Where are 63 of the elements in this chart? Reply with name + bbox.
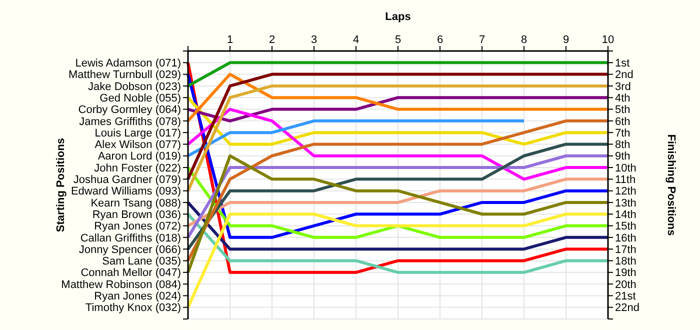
y2-tick-label: 17th xyxy=(615,244,636,256)
x-tick-label: 10 xyxy=(602,34,614,46)
x-tick-label: 1 xyxy=(226,34,234,46)
line-series xyxy=(186,142,610,251)
y2-tick-label: 12th xyxy=(615,186,636,198)
x-tick-label: 2 xyxy=(268,34,276,46)
category-label: Aaron Lord (019) xyxy=(98,150,181,163)
y2-tick-label: 19th xyxy=(615,267,636,280)
y2-tick-label: 1st xyxy=(615,58,630,70)
category-label: Corby Gormley (064) xyxy=(78,104,181,116)
category-label: Kearn Tsang (088) xyxy=(90,197,181,210)
y2-tick-label: 5th xyxy=(615,104,630,116)
y2-tick-label: 18th xyxy=(615,256,636,268)
line-series xyxy=(186,108,610,181)
y2-tick-label: 3rd xyxy=(615,80,631,93)
line-series xyxy=(186,72,610,122)
x-tick-label: 9 xyxy=(562,34,570,46)
x-tick-label: 7 xyxy=(478,34,486,46)
category-label: James Griffiths (078) xyxy=(79,116,181,128)
category-label: Sam Lane (035) xyxy=(102,256,181,268)
y2-tick-label: 21st xyxy=(615,290,636,303)
x-tick-label: 4 xyxy=(352,34,360,46)
y2-tick-label: 9th xyxy=(615,150,630,163)
category-label: Ryan Brown (036) xyxy=(92,208,181,221)
category-label: Timothy Knox (032) xyxy=(85,302,181,314)
category-label: Louis Large (017) xyxy=(94,127,181,140)
category-label: Connah Mellor (047) xyxy=(80,267,181,280)
y2-tick-label: 4th xyxy=(615,92,630,104)
category-label: Jonny Spencer (066) xyxy=(78,244,181,256)
y2-tick-label: 2nd xyxy=(615,69,634,82)
category-label: Ged Noble (055) xyxy=(100,92,181,104)
text: Starting Positions xyxy=(55,138,67,232)
y2-tick-label: 15th xyxy=(615,220,636,233)
category-label: Joshua Gardner (079) xyxy=(73,174,181,186)
y2-tick-label: 10th xyxy=(615,162,636,174)
x-tick-label: 8 xyxy=(520,34,528,46)
category-label: Ryan Jones (072) xyxy=(94,220,181,233)
y2-tick-label: 6th xyxy=(615,116,630,128)
y2-tick-label: 11th xyxy=(615,174,636,186)
x-axis-title: Laps xyxy=(385,11,411,23)
line-series xyxy=(186,119,610,262)
line-series xyxy=(186,154,610,274)
y2-tick-label: 7th xyxy=(615,127,630,140)
x-tick-label: 3 xyxy=(310,34,318,46)
category-label: John Foster (022) xyxy=(94,162,181,174)
y2-tick-label: 13th xyxy=(615,197,636,210)
y2-tick-label: 16th xyxy=(615,232,636,244)
category-label: Matthew Turnbull (029) xyxy=(68,69,181,82)
category-label: Lewis Adamson (071) xyxy=(75,58,181,70)
x-tick-label: 6 xyxy=(436,34,444,46)
y2-tick-label: 20th xyxy=(615,278,636,291)
line-series xyxy=(186,178,610,228)
y2-tick-label: 22nd xyxy=(615,302,640,314)
category-label: Matthew Robinson (084) xyxy=(61,278,181,291)
y2-tick-label: 8th xyxy=(615,139,630,152)
y2-tick-label: 14th xyxy=(615,208,636,221)
category-label: Callan Griffiths (018) xyxy=(80,232,181,244)
x-tick-label: 5 xyxy=(394,34,402,46)
y2-axis-title: Finishing Positions xyxy=(665,134,677,236)
category-label: Jake Dobson (023) xyxy=(88,80,181,93)
category-label: Edward Williams (093) xyxy=(70,186,181,198)
category-label: Ryan Jones (024) xyxy=(94,290,181,303)
category-label: Alex Wilson (077) xyxy=(94,139,181,152)
